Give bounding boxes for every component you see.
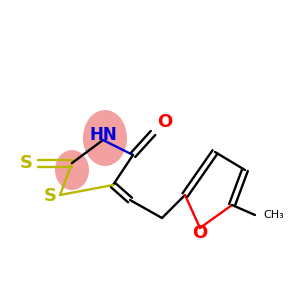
Text: HN: HN [89,126,117,144]
Text: CH₃: CH₃ [263,210,284,220]
Text: O: O [158,113,172,131]
Text: S: S [44,187,57,205]
Ellipse shape [83,110,127,166]
Text: O: O [192,224,208,242]
Text: S: S [20,154,32,172]
Ellipse shape [55,150,89,190]
